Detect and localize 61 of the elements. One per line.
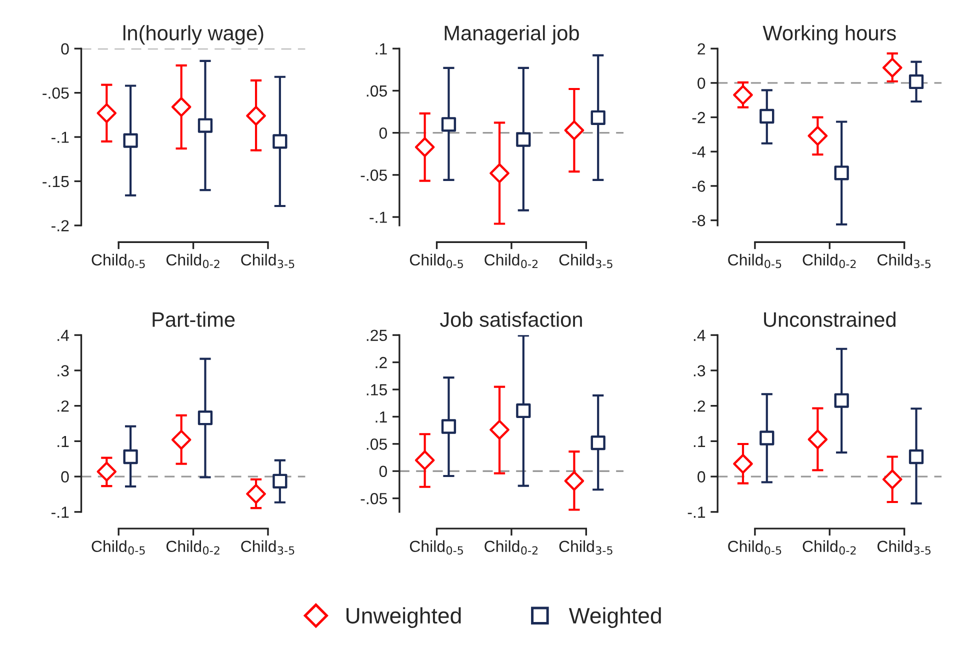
x-tick-label: Child$_{0‐5}$ — [410, 254, 463, 268]
chart-title: Managerial job — [444, 25, 579, 45]
y-tick-label: 2 — [698, 43, 705, 54]
x-tick-label: Child$_{3‐5}$ — [877, 540, 931, 555]
chart-title: Working hours — [762, 25, 896, 45]
y-tick-label: .1 — [694, 436, 706, 447]
y-tick-label: 0 — [61, 471, 69, 482]
x-tick-label: Child$_{3‐5}$ — [559, 540, 612, 555]
y-tick-label: .2 — [58, 400, 69, 412]
x-tick-label: Child$_{0‐5}$ — [410, 540, 463, 555]
x-tick-label: Child$_{0‐2}$ — [802, 254, 856, 268]
x-tick-label: Child$_{0‐2}$ — [484, 254, 538, 268]
y-tick-label: .2 — [694, 400, 705, 412]
chart-title: Unconstrained — [764, 312, 896, 327]
y-tick-label: .25 — [366, 330, 387, 342]
chart-title: ln(hourly wage) — [123, 25, 264, 45]
x-tick-label: Child$_{0‐5}$ — [728, 254, 782, 268]
y-tick-label: -4 — [692, 146, 706, 158]
x-tick-label: Child$_{0‐2}$ — [802, 540, 856, 555]
x-tick-label: Child$_{0‐2}$ — [166, 540, 220, 555]
y-tick-label: -.15 — [42, 176, 69, 188]
y-tick-label: .05 — [366, 85, 387, 97]
y-tick-label: 0 — [379, 127, 387, 139]
y-tick-label: -.05 — [42, 87, 69, 99]
y-tick-label: .3 — [58, 365, 69, 376]
y-tick-label: .15 — [366, 384, 387, 396]
x-tick-label: Child$_{3‐5}$ — [877, 254, 931, 268]
y-tick-label: .2 — [376, 356, 387, 368]
y-tick-label: -6 — [692, 180, 706, 192]
y-tick-label: .4 — [694, 330, 706, 341]
y-tick-label: 0 — [698, 78, 706, 89]
x-tick-label: Child$_{3‐5}$ — [241, 254, 294, 268]
y-tick-label: 0 — [698, 471, 706, 482]
x-tick-label: Child$_{0‐2}$ — [484, 540, 538, 555]
y-tick-label: -8 — [692, 214, 706, 226]
y-tick-label: -.1 — [370, 212, 387, 223]
x-tick-label: Child$_{3‐5}$ — [559, 254, 612, 268]
legend-label: Unweighted — [346, 607, 461, 628]
x-tick-label: Child$_{0‐5}$ — [92, 254, 145, 268]
legend-label: Weighted — [568, 607, 661, 628]
x-tick-label: Child$_{0‐5}$ — [728, 540, 782, 555]
y-tick-label: .4 — [58, 330, 69, 341]
y-tick-label: -.2 — [52, 220, 69, 232]
y-tick-label: -.05 — [360, 170, 387, 181]
y-tick-label: .3 — [694, 365, 706, 376]
y-tick-label: .05 — [366, 438, 387, 450]
y-tick-label: -.05 — [360, 492, 387, 504]
y-tick-label: -.1 — [688, 506, 706, 518]
chart-title: Part-time — [152, 312, 235, 327]
chart-title: Job satisfaction — [440, 312, 582, 327]
y-tick-label: .1 — [58, 436, 69, 447]
y-tick-label: .1 — [376, 43, 387, 54]
y-tick-label: 0 — [61, 43, 69, 55]
x-tick-label: Child$_{3‐5}$ — [241, 540, 294, 555]
y-tick-label: .1 — [376, 412, 387, 422]
y-tick-label: -2 — [692, 112, 705, 124]
x-tick-label: Child$_{0‐5}$ — [92, 540, 145, 555]
x-tick-label: Child$_{0‐2}$ — [166, 254, 220, 268]
y-tick-label: -.1 — [52, 132, 69, 143]
y-tick-label: 0 — [379, 466, 387, 478]
y-tick-label: -.1 — [52, 506, 69, 518]
